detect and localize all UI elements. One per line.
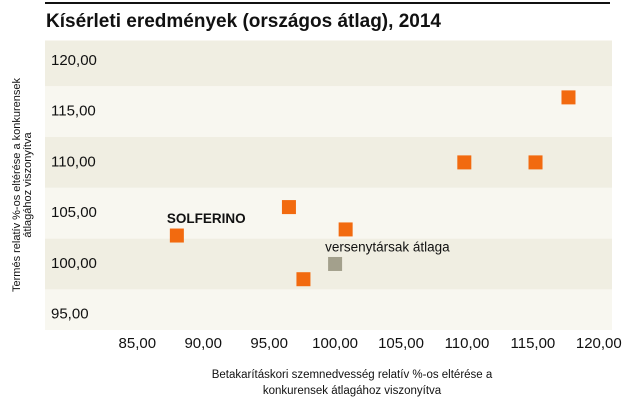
marker xyxy=(281,200,296,215)
y-tick-label: 110,00 xyxy=(51,153,96,170)
point-label: versenytársak átlaga xyxy=(325,240,450,255)
marker xyxy=(296,272,311,287)
marker xyxy=(561,90,576,105)
plot-background xyxy=(45,40,612,330)
x-tick-label: 105,00 xyxy=(378,335,424,352)
chart-title: Kísérleti eredmények (országos átlag), 2… xyxy=(46,11,441,32)
point-label: SOLFERINO xyxy=(167,211,246,226)
y-tick-label: 100,00 xyxy=(51,255,97,272)
x-tick-label: 110,00 xyxy=(445,335,490,352)
marker xyxy=(328,256,343,271)
x-axis-label: Betakarításkori szemnedvesség relatív %-… xyxy=(212,369,493,381)
y-axis-label: átlagához viszonyítva xyxy=(22,132,34,238)
y-tick-label: 95,00 xyxy=(51,306,89,323)
plot-band xyxy=(45,137,612,188)
x-tick-label: 95,00 xyxy=(250,335,288,352)
marker xyxy=(528,155,543,170)
y-axis-label: Termés relatív %-os eltérése a konkurens… xyxy=(11,78,23,292)
x-tick-label: 120,00 xyxy=(576,335,622,352)
x-tick-label: 90,00 xyxy=(184,335,222,352)
y-tick-label: 115,00 xyxy=(51,103,96,120)
plot-band xyxy=(45,289,612,330)
marker xyxy=(457,155,472,170)
x-axis-label: konkurensek átlagához viszonyítva xyxy=(263,385,442,397)
y-tick-label: 120,00 xyxy=(51,52,97,69)
plot-band xyxy=(45,187,612,239)
x-tick-label: 100,00 xyxy=(312,335,358,352)
marker xyxy=(338,222,353,237)
y-tick-label: 105,00 xyxy=(51,204,97,221)
plot-band xyxy=(45,40,612,87)
x-tick-label: 115,00 xyxy=(511,335,556,352)
plot-band xyxy=(45,86,612,137)
marker xyxy=(169,228,184,243)
x-tick-label: 85,00 xyxy=(119,335,157,352)
